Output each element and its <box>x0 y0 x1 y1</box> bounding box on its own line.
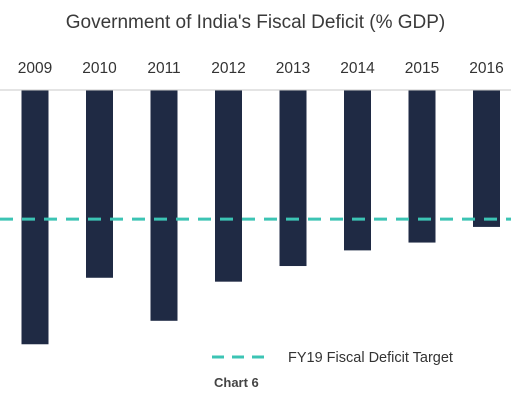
bar-2013 <box>279 90 307 267</box>
chart-title: Government of India's Fiscal Deficit (% … <box>65 12 446 33</box>
bar-2016 <box>473 90 500 227</box>
tick-labels-layer: 2009 2010 2011 2012 2013 2014 2015 2016 <box>18 60 504 77</box>
bar-2009 <box>21 90 49 345</box>
x-tick-label-2011: 2011 <box>147 60 180 77</box>
x-tick-label-2015: 2015 <box>405 60 439 77</box>
bar-2010 <box>86 90 113 278</box>
x-tick-label-2016: 2016 <box>469 60 503 77</box>
x-tick-label-2009: 2009 <box>18 60 52 77</box>
bars-layer <box>21 90 500 345</box>
x-tick-label-2012: 2012 <box>211 60 245 77</box>
bar-2015 <box>408 90 436 243</box>
bar-2011 <box>150 90 178 321</box>
chart-caption: Chart 6 <box>214 375 259 390</box>
x-tick-label-2010: 2010 <box>82 60 117 77</box>
bar-2014 <box>344 90 371 251</box>
legend-label: FY19 Fiscal Deficit Target <box>288 350 453 366</box>
bar-2012 <box>215 90 242 282</box>
x-tick-label-2013: 2013 <box>276 60 310 77</box>
x-tick-label-2014: 2014 <box>340 60 375 77</box>
